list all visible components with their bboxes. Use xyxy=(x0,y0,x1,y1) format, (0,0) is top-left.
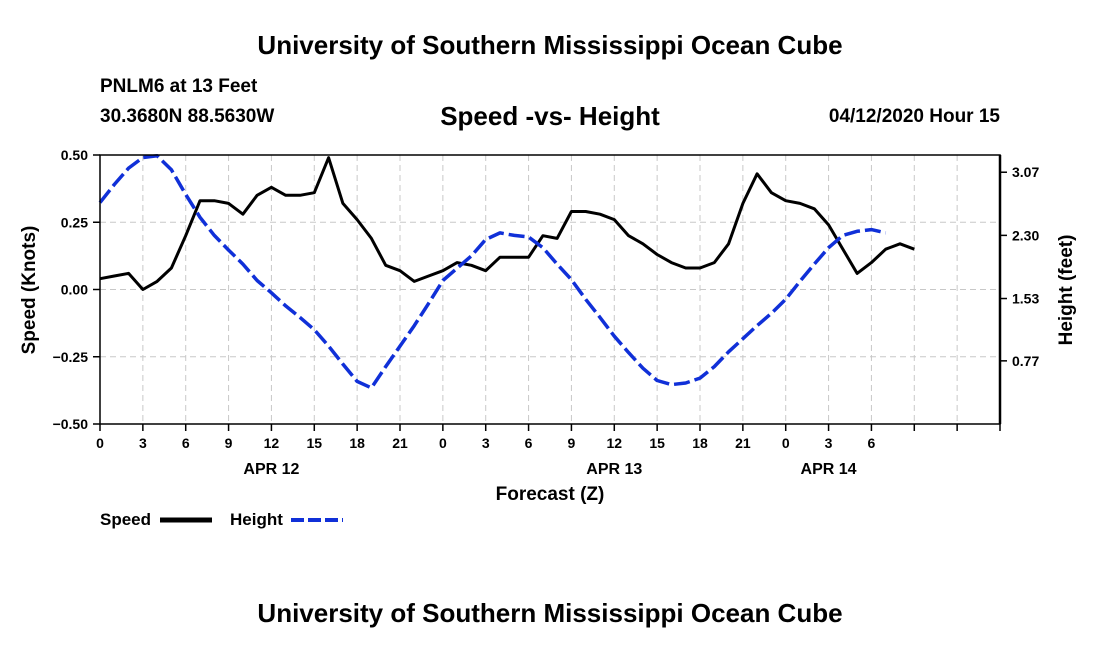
y2-tick-label: 0.77 xyxy=(1012,353,1039,369)
series-layer xyxy=(98,154,915,390)
x-tick-label: 21 xyxy=(735,435,751,451)
x-date-label: APR 14 xyxy=(801,461,857,478)
y-tick-label: −0.50 xyxy=(53,416,89,432)
chart-title: Speed -vs- Height xyxy=(440,101,660,131)
x-tick-label: 6 xyxy=(182,435,190,451)
y-axis-label: Speed (Knots) xyxy=(19,226,40,355)
y-tick-label: 0.25 xyxy=(61,214,88,230)
x-tick-label: 21 xyxy=(392,435,408,451)
legend-height-label: Height xyxy=(230,510,283,529)
series-line-speed xyxy=(99,156,915,291)
y2-axis-label: Height (feet) xyxy=(1056,235,1077,346)
x-tick-label: 15 xyxy=(306,435,322,451)
x-tick-label: 0 xyxy=(96,435,104,451)
y2-tick-label: 2.30 xyxy=(1012,227,1039,243)
x-tick-label: 3 xyxy=(139,435,147,451)
y2-tick-label: 1.53 xyxy=(1012,291,1039,307)
x-tick-label: 3 xyxy=(825,435,833,451)
x-tick-label: 18 xyxy=(692,435,708,451)
x-tick-label: 12 xyxy=(606,435,622,451)
y-tick-label: −0.25 xyxy=(53,349,89,365)
y-tick-label: 0.00 xyxy=(61,282,88,298)
x-date-label: APR 12 xyxy=(243,461,299,478)
x-tick-label: 0 xyxy=(782,435,790,451)
x-date-label: APR 13 xyxy=(586,461,642,478)
x-tick-label: 0 xyxy=(439,435,447,451)
coordinates-label: 30.3680N 88.5630W xyxy=(100,106,275,127)
grid-lines xyxy=(99,154,1001,425)
axes-layer: 0 3 6 9 12 15 18 21 0 3 6 9 12 15 18 21 0 3 6 APR 12 APR 13 A… xyxy=(53,147,1040,478)
forecast-datetime: 04/12/2020 Hour 15 xyxy=(828,106,1000,127)
legend-speed-label: Speed xyxy=(100,510,151,529)
station-label: PNLM6 at 13 Feet xyxy=(100,76,258,97)
x-axis-label: Forecast (Z) xyxy=(496,484,605,505)
x-tick-label: 6 xyxy=(868,435,876,451)
footer-title: University of Southern Mississippi Ocean… xyxy=(257,598,843,628)
x-tick-label: 18 xyxy=(349,435,365,451)
x-tick-label: 3 xyxy=(482,435,490,451)
y-tick-label: 0.50 xyxy=(61,147,88,163)
x-tick-label: 15 xyxy=(649,435,665,451)
x-tick-label: 12 xyxy=(264,435,280,451)
y2-tick-label: 3.07 xyxy=(1012,164,1039,180)
page-title: University of Southern Mississippi Ocean… xyxy=(257,30,843,60)
legend: Speed Height xyxy=(100,510,343,529)
x-tick-label: 9 xyxy=(225,435,233,451)
x-tick-label: 6 xyxy=(525,435,533,451)
series-line-height xyxy=(98,154,887,390)
x-tick-label: 9 xyxy=(568,435,576,451)
